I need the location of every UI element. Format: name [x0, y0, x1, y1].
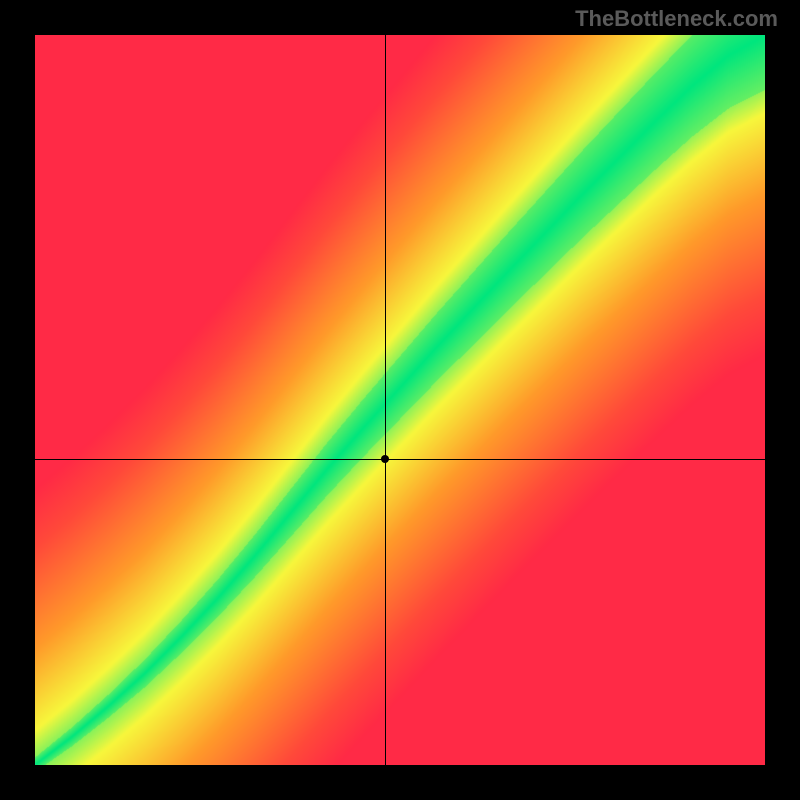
heatmap-canvas: [35, 35, 765, 765]
watermark-text: TheBottleneck.com: [575, 6, 778, 32]
frame-left: [0, 0, 35, 800]
crosshair-vertical: [385, 35, 386, 765]
heatmap-plot: [35, 35, 765, 765]
marker-dot: [381, 455, 389, 463]
crosshair-horizontal: [35, 459, 765, 460]
frame-bottom: [0, 765, 800, 800]
frame-right: [765, 0, 800, 800]
